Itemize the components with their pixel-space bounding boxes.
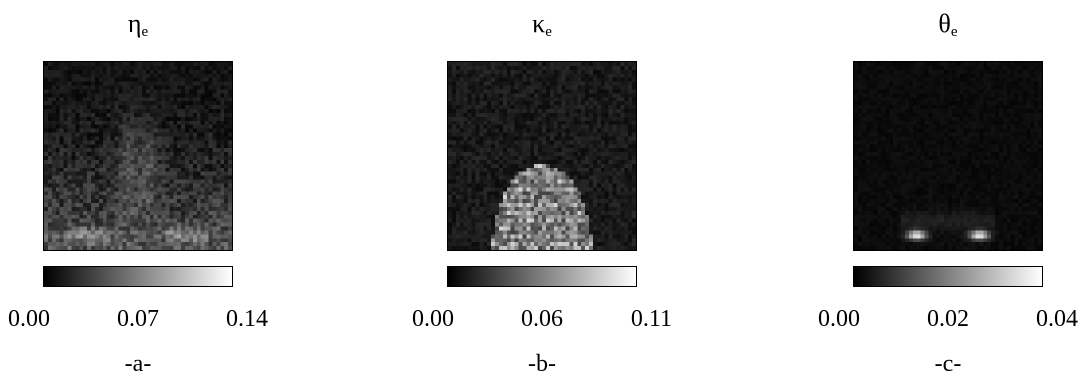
panel-c-caption: -c- (934, 351, 962, 377)
panel-a-colorbar (43, 266, 233, 287)
panel-c-tick-mid: 0.02 (927, 306, 969, 332)
panel-a-title: ηe (127, 9, 149, 40)
panel-b-tick-max: 0.11 (630, 306, 672, 332)
panel-c-tick-min: 0.00 (818, 306, 860, 332)
panel-a-tick-mid: 0.07 (117, 306, 159, 332)
panel-b-caption: -b- (528, 351, 556, 377)
panel-b: κe 0.00 0.06 0.11 -b- (412, 0, 672, 379)
panel-b-title: κe (532, 9, 552, 40)
panel-c-heatmap (853, 61, 1043, 251)
panel-a-caption: -a- (124, 351, 152, 377)
panel-b-tick-mid: 0.06 (521, 306, 563, 332)
panel-c-heatmap-canvas (854, 62, 1042, 250)
panel-b-heatmap-canvas (448, 62, 636, 250)
panel-a-tick-min: 0.00 (8, 306, 50, 332)
panel-c-colorbar (853, 266, 1043, 287)
panel-b-heatmap (447, 61, 637, 251)
panel-b-tick-min: 0.00 (412, 306, 454, 332)
panel-a-heatmap (43, 61, 233, 251)
panel-c-tick-max: 0.04 (1036, 306, 1078, 332)
panel-c-title: θe (938, 9, 958, 40)
panel-c: θe 0.00 0.02 0.04 -c- (818, 0, 1078, 379)
panel-a-heatmap-canvas (44, 62, 232, 250)
panel-a-tick-max: 0.14 (226, 306, 268, 332)
panel-a: ηe 0.00 0.07 0.14 -a- (8, 0, 268, 379)
panel-b-colorbar (447, 266, 637, 287)
